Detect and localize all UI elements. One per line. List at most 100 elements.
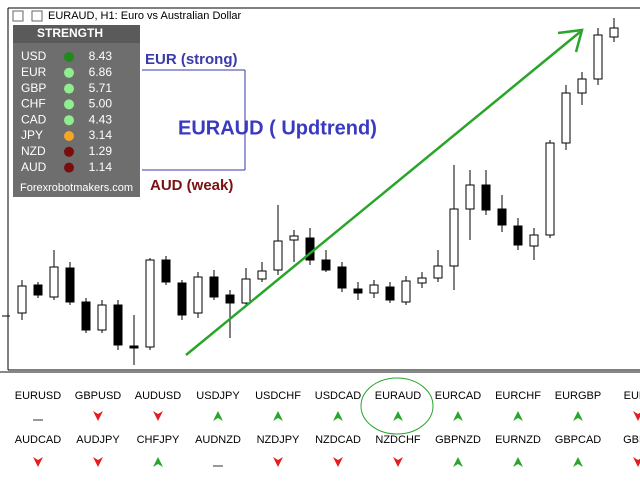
- candle: [321, 259, 331, 271]
- trend-label: EURAUD ( Updtrend): [178, 117, 377, 139]
- candle: [129, 345, 139, 349]
- candle: [545, 142, 555, 236]
- pair-symbol[interactable]: AUDNZD: [195, 434, 241, 446]
- pair-symbol[interactable]: EURNZD: [495, 434, 541, 446]
- candle: [433, 265, 443, 279]
- strength-value: 8.43: [89, 49, 113, 63]
- pair-symbol[interactable]: GBPUSD: [75, 390, 122, 402]
- strong-label: EUR (strong): [145, 51, 238, 68]
- candle: [449, 208, 459, 267]
- candle: [385, 286, 395, 301]
- pair-symbol[interactable]: GBPNZD: [435, 434, 481, 446]
- pair-symbol[interactable]: EURGBP: [555, 390, 601, 402]
- candle: [497, 208, 507, 226]
- candle: [273, 240, 283, 271]
- candle: [593, 34, 603, 80]
- strength-rows: USD 8.43 EUR 6.86 GBP 5.71 CHF 5.00 CAD 4.43 JPY 3.…: [21, 49, 112, 174]
- candle: [529, 234, 539, 247]
- candle: [289, 235, 299, 241]
- candle: [353, 288, 363, 294]
- pair-symbol[interactable]: USDJPY: [196, 390, 240, 402]
- pair-symbol[interactable]: GBPCAD: [555, 434, 602, 446]
- candle: [17, 285, 27, 314]
- strength-value: 5.00: [89, 97, 113, 111]
- signal-up: [213, 411, 223, 421]
- pair-symbol[interactable]: NZDJPY: [257, 434, 300, 446]
- strength-value: 4.43: [89, 112, 113, 126]
- pair-symbol[interactable]: AUDUSD: [135, 390, 182, 402]
- candle: [241, 278, 251, 304]
- window-icon: [12, 10, 24, 22]
- strength-value: 1.29: [89, 144, 113, 158]
- signal-down: [33, 457, 43, 467]
- candle: [81, 301, 91, 331]
- trend-arrowhead: [557, 28, 584, 53]
- candle: [257, 270, 267, 280]
- signal-down: [273, 457, 283, 467]
- pair-symbol[interactable]: EURAUD: [375, 390, 422, 402]
- currency-label: USD: [21, 49, 47, 63]
- signal-down: [393, 457, 403, 467]
- highlight-ellipse: [360, 377, 434, 435]
- signal-down: [333, 457, 343, 467]
- candle: [97, 304, 107, 331]
- currency-label: AUD: [21, 160, 47, 174]
- window-icon: [31, 10, 43, 22]
- signal-down: [633, 411, 640, 421]
- pair-symbol[interactable]: NZDCHF: [375, 434, 420, 446]
- currency-label: EUR: [21, 65, 47, 79]
- strength-dot: [64, 162, 74, 173]
- signal-up: [393, 411, 403, 421]
- strength-value: 3.14: [89, 128, 113, 142]
- pair-symbol[interactable]: USDCHF: [255, 390, 301, 402]
- signal-up: [273, 411, 283, 421]
- candle: [481, 184, 491, 211]
- pair-symbol[interactable]: EURJ: [624, 390, 640, 402]
- strength-panel: [13, 25, 140, 197]
- pair-symbol[interactable]: USDCAD: [315, 390, 362, 402]
- candles: [17, 18, 619, 365]
- weak-label: AUD (weak): [150, 177, 233, 194]
- candle: [65, 267, 75, 303]
- currency-label: GBP: [21, 81, 46, 95]
- pair-symbol[interactable]: AUDCAD: [15, 434, 62, 446]
- pair-symbol[interactable]: EURCHF: [495, 390, 541, 402]
- candle: [49, 266, 59, 298]
- strength-dot: [64, 131, 74, 141]
- strength-footer: Forexrobotmakers.com: [20, 182, 133, 194]
- signal-up: [453, 457, 463, 467]
- currency-label: CHF: [21, 97, 46, 111]
- signal-up: [573, 411, 583, 421]
- trend-arrow: [185, 31, 581, 356]
- signal-up: [513, 411, 523, 421]
- candle: [145, 259, 155, 348]
- pair-symbol[interactable]: CHFJPY: [137, 434, 180, 446]
- candle: [609, 27, 619, 38]
- pair-symbol[interactable]: AUDJPY: [76, 434, 120, 446]
- strength-header: [13, 25, 140, 43]
- signal-up: [453, 411, 463, 421]
- strength-dot: [64, 115, 74, 126]
- signal-up: [573, 457, 583, 467]
- currency-label: JPY: [21, 128, 43, 142]
- pair-symbol[interactable]: GBPA: [623, 434, 640, 446]
- signal-down: [93, 411, 103, 421]
- pair-symbol[interactable]: EURUSD: [15, 390, 62, 402]
- signal-up: [153, 457, 163, 467]
- candle: [465, 184, 475, 210]
- strength-value: 1.14: [89, 160, 113, 174]
- pair-symbol[interactable]: NZDCAD: [315, 434, 361, 446]
- candle: [417, 277, 427, 284]
- candle: [401, 280, 411, 303]
- pair-symbol[interactable]: EURCAD: [435, 390, 482, 402]
- strength-value: 6.86: [89, 65, 113, 79]
- strength-title: STRENGTH: [37, 26, 103, 40]
- window-title: EURAUD, H1: Euro vs Australian Dollar: [48, 10, 242, 22]
- strength-dot: [64, 52, 74, 62]
- candle: [113, 304, 123, 346]
- strength-dot: [64, 99, 74, 110]
- strength-dot: [64, 67, 74, 78]
- candle: [369, 284, 379, 294]
